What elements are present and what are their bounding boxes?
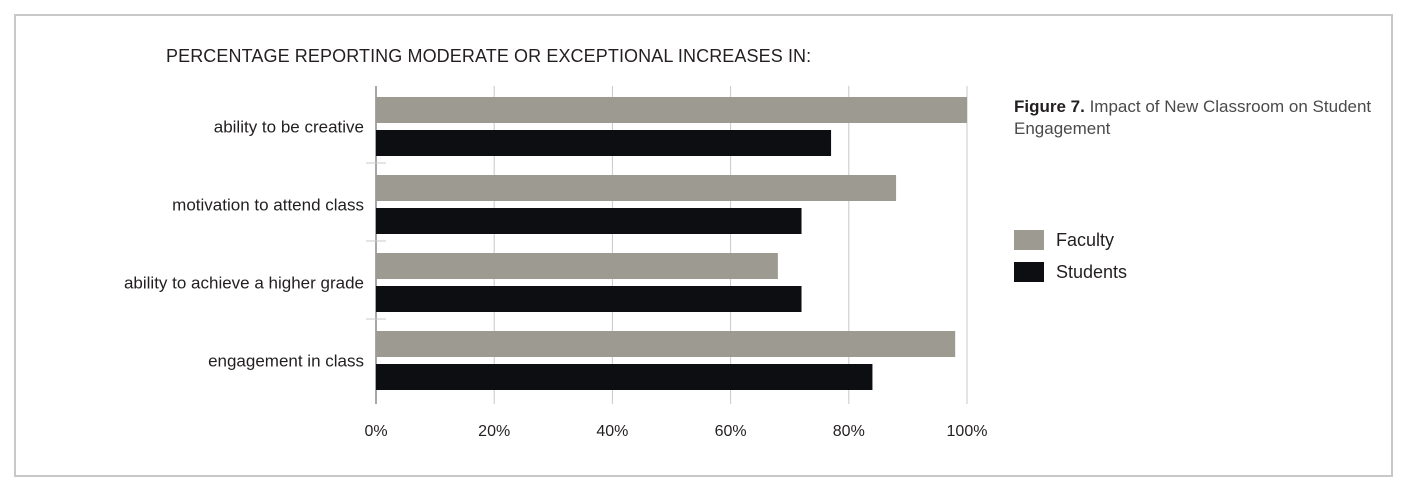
chart-title: PERCENTAGE REPORTING MODERATE OR EXCEPTI…	[166, 46, 812, 66]
x-tick-label: 0%	[364, 423, 387, 440]
category-label: motivation to attend class	[172, 196, 364, 215]
x-tick-label: 100%	[947, 423, 988, 440]
legend-item-students: Students	[1014, 256, 1127, 288]
bar-students	[376, 130, 832, 156]
bar-faculty	[376, 331, 956, 357]
x-tick-label: 80%	[833, 423, 865, 440]
x-tick-label: 60%	[715, 423, 747, 440]
figure-caption-text: Impact of New Classroom on Student Engag…	[1014, 97, 1372, 138]
x-tick-label: 40%	[596, 423, 628, 440]
bar-students	[376, 208, 802, 234]
category-label: engagement in class	[208, 352, 364, 371]
legend-label-students: Students	[1056, 261, 1128, 282]
legend-swatch-faculty	[1014, 230, 1044, 250]
bar-faculty	[376, 175, 897, 201]
legend: Faculty Students	[1014, 224, 1127, 288]
figure-number: Figure 7.	[1014, 97, 1085, 116]
category-label: ability to be creative	[214, 118, 364, 137]
bar-students	[376, 286, 802, 312]
category-label: ability to achieve a higher grade	[124, 274, 364, 293]
legend-label-faculty: Faculty	[1056, 229, 1115, 250]
figure-caption: Figure 7. Impact of New Classroom on Stu…	[1014, 96, 1374, 140]
legend-item-faculty: Faculty	[1014, 224, 1127, 256]
bar-students	[376, 364, 873, 390]
bar-faculty	[376, 253, 778, 279]
figure-frame	[14, 14, 1393, 477]
legend-swatch-students	[1014, 262, 1044, 282]
x-tick-label: 20%	[478, 423, 510, 440]
bar-faculty	[376, 97, 967, 123]
